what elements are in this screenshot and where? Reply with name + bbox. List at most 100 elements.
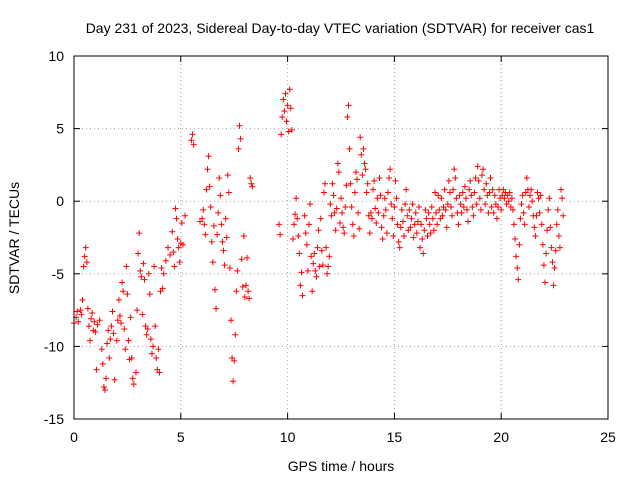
data-point	[78, 311, 85, 318]
data-point	[299, 292, 306, 299]
data-point	[381, 195, 388, 202]
data-point	[317, 215, 324, 222]
data-point	[386, 174, 393, 181]
data-point	[390, 233, 397, 240]
data-point	[438, 195, 445, 202]
data-point	[276, 221, 283, 228]
data-point	[204, 166, 211, 173]
data-point	[98, 346, 105, 353]
data-point	[309, 288, 316, 295]
data-point	[201, 221, 208, 228]
data-point	[125, 337, 132, 344]
data-point	[521, 221, 528, 228]
data-point	[288, 127, 295, 134]
data-point	[287, 105, 294, 112]
data-point	[237, 135, 244, 142]
data-point	[312, 267, 319, 274]
data-point	[80, 263, 87, 270]
data-point	[119, 279, 126, 286]
data-point	[482, 201, 489, 208]
data-point	[307, 201, 314, 208]
data-point	[509, 206, 516, 213]
data-point	[235, 145, 242, 152]
data-point	[101, 386, 108, 393]
data-point	[471, 189, 478, 196]
data-point	[534, 189, 541, 196]
data-point	[305, 221, 312, 228]
data-point	[217, 192, 224, 199]
data-point	[83, 259, 90, 266]
data-point	[359, 172, 366, 179]
data-point	[356, 225, 363, 232]
data-point	[284, 102, 291, 109]
data-point	[292, 211, 299, 218]
data-point	[349, 221, 356, 228]
data-point	[221, 262, 228, 269]
data-point	[296, 250, 303, 257]
data-point	[506, 189, 513, 196]
y-tick-label: -10	[44, 338, 64, 354]
data-point	[361, 160, 368, 167]
data-point	[364, 180, 371, 187]
data-point	[481, 186, 488, 193]
data-point	[379, 235, 386, 242]
data-point	[137, 267, 144, 274]
data-point	[467, 177, 474, 184]
data-point	[211, 286, 218, 293]
data-point	[336, 219, 343, 226]
data-point	[103, 375, 110, 382]
data-point	[508, 195, 515, 202]
data-point	[114, 317, 121, 324]
data-point	[207, 204, 214, 211]
data-point	[106, 355, 113, 362]
data-point	[419, 235, 426, 242]
data-point	[414, 218, 421, 225]
data-point	[559, 195, 566, 202]
data-point	[466, 186, 473, 193]
data-point	[230, 378, 237, 385]
data-point	[487, 174, 494, 181]
data-point	[430, 227, 437, 234]
data-point	[210, 222, 217, 229]
data-points-layer	[71, 86, 567, 393]
data-point	[179, 241, 186, 248]
data-point	[128, 355, 135, 362]
data-point	[223, 234, 230, 241]
data-point	[320, 189, 327, 196]
data-point	[512, 235, 519, 242]
data-point	[486, 189, 493, 196]
data-point	[199, 215, 206, 222]
data-point	[278, 131, 285, 138]
data-point	[99, 360, 106, 367]
data-point	[543, 250, 550, 257]
data-point	[408, 215, 415, 222]
data-point	[328, 212, 335, 219]
data-point	[135, 250, 142, 257]
data-point	[519, 192, 526, 199]
data-point	[525, 204, 532, 211]
data-point	[145, 270, 152, 277]
data-point	[246, 295, 253, 302]
data-point	[127, 314, 134, 321]
data-point	[458, 209, 465, 216]
data-point	[469, 204, 476, 211]
data-point	[327, 201, 334, 208]
data-point	[222, 215, 229, 222]
data-point	[104, 340, 111, 347]
data-point	[443, 224, 450, 231]
data-point	[244, 254, 251, 261]
y-axis-label: SDTVAR / TECUs	[6, 182, 22, 294]
data-point	[411, 221, 418, 228]
data-point	[314, 244, 321, 251]
data-point	[472, 174, 479, 181]
data-point	[460, 204, 467, 211]
data-point	[459, 189, 466, 196]
data-point	[241, 294, 248, 301]
data-point	[396, 244, 403, 251]
data-point	[178, 219, 185, 226]
data-point	[401, 233, 408, 240]
data-point	[539, 241, 546, 248]
data-point	[374, 195, 381, 202]
data-point	[338, 195, 344, 202]
data-point	[82, 244, 89, 251]
